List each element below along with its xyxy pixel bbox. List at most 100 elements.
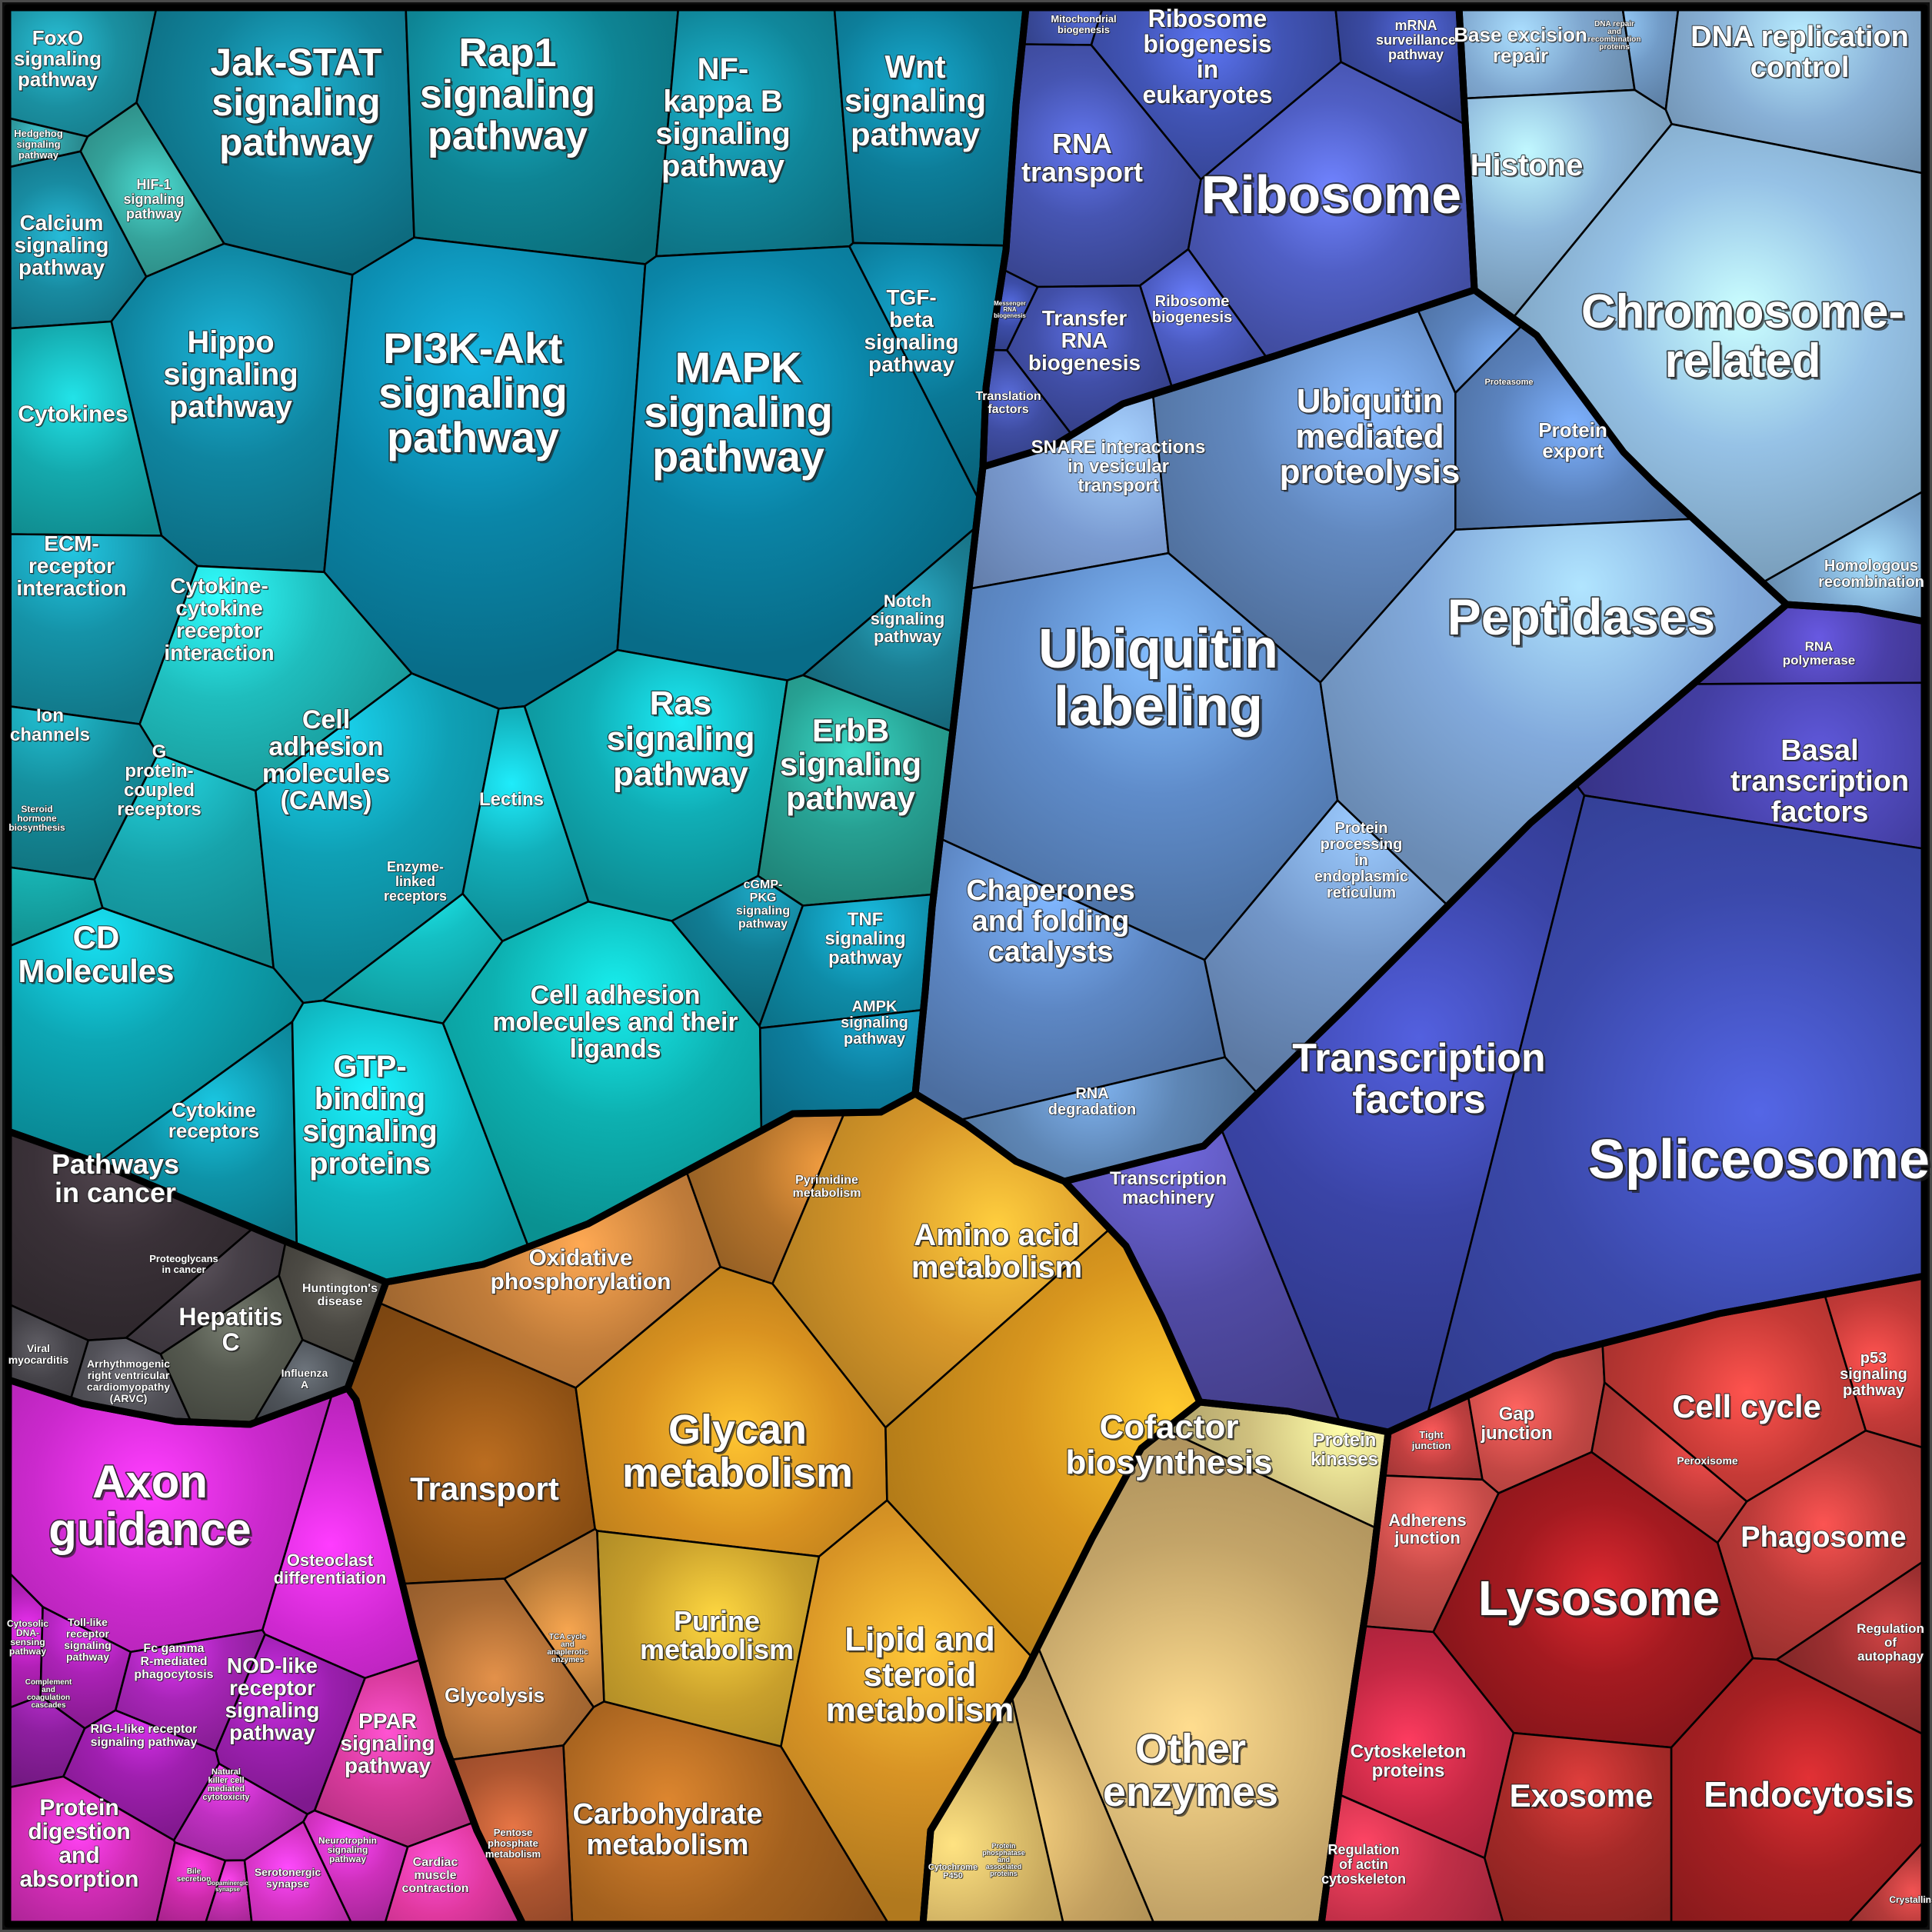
svg-text:Endocytosis: Endocytosis: [1706, 1777, 1917, 1817]
svg-text:Ribosome: Ribosome: [1204, 168, 1464, 228]
svg-text:Crystallins: Crystallins: [1889, 1894, 1932, 1905]
svg-text:Phagosome: Phagosome: [1740, 1521, 1906, 1554]
svg-text:Proteasome: Proteasome: [1485, 378, 1534, 387]
svg-text:Glycolysis: Glycolysis: [445, 1684, 545, 1707]
svg-text:Cytokines: Cytokines: [18, 401, 128, 427]
svg-text:Chromosome-related: Chromosome-related: [1584, 288, 1907, 390]
svg-text:Spliceosome: Spliceosome: [1588, 1129, 1930, 1191]
svg-text:Lectins: Lectins: [480, 790, 545, 811]
svg-text:Transport: Transport: [410, 1471, 559, 1507]
svg-text:Lysosome: Lysosome: [1478, 1571, 1720, 1626]
svg-text:Exosome: Exosome: [1511, 1779, 1655, 1815]
svg-text:Lectins: Lectins: [479, 789, 544, 810]
